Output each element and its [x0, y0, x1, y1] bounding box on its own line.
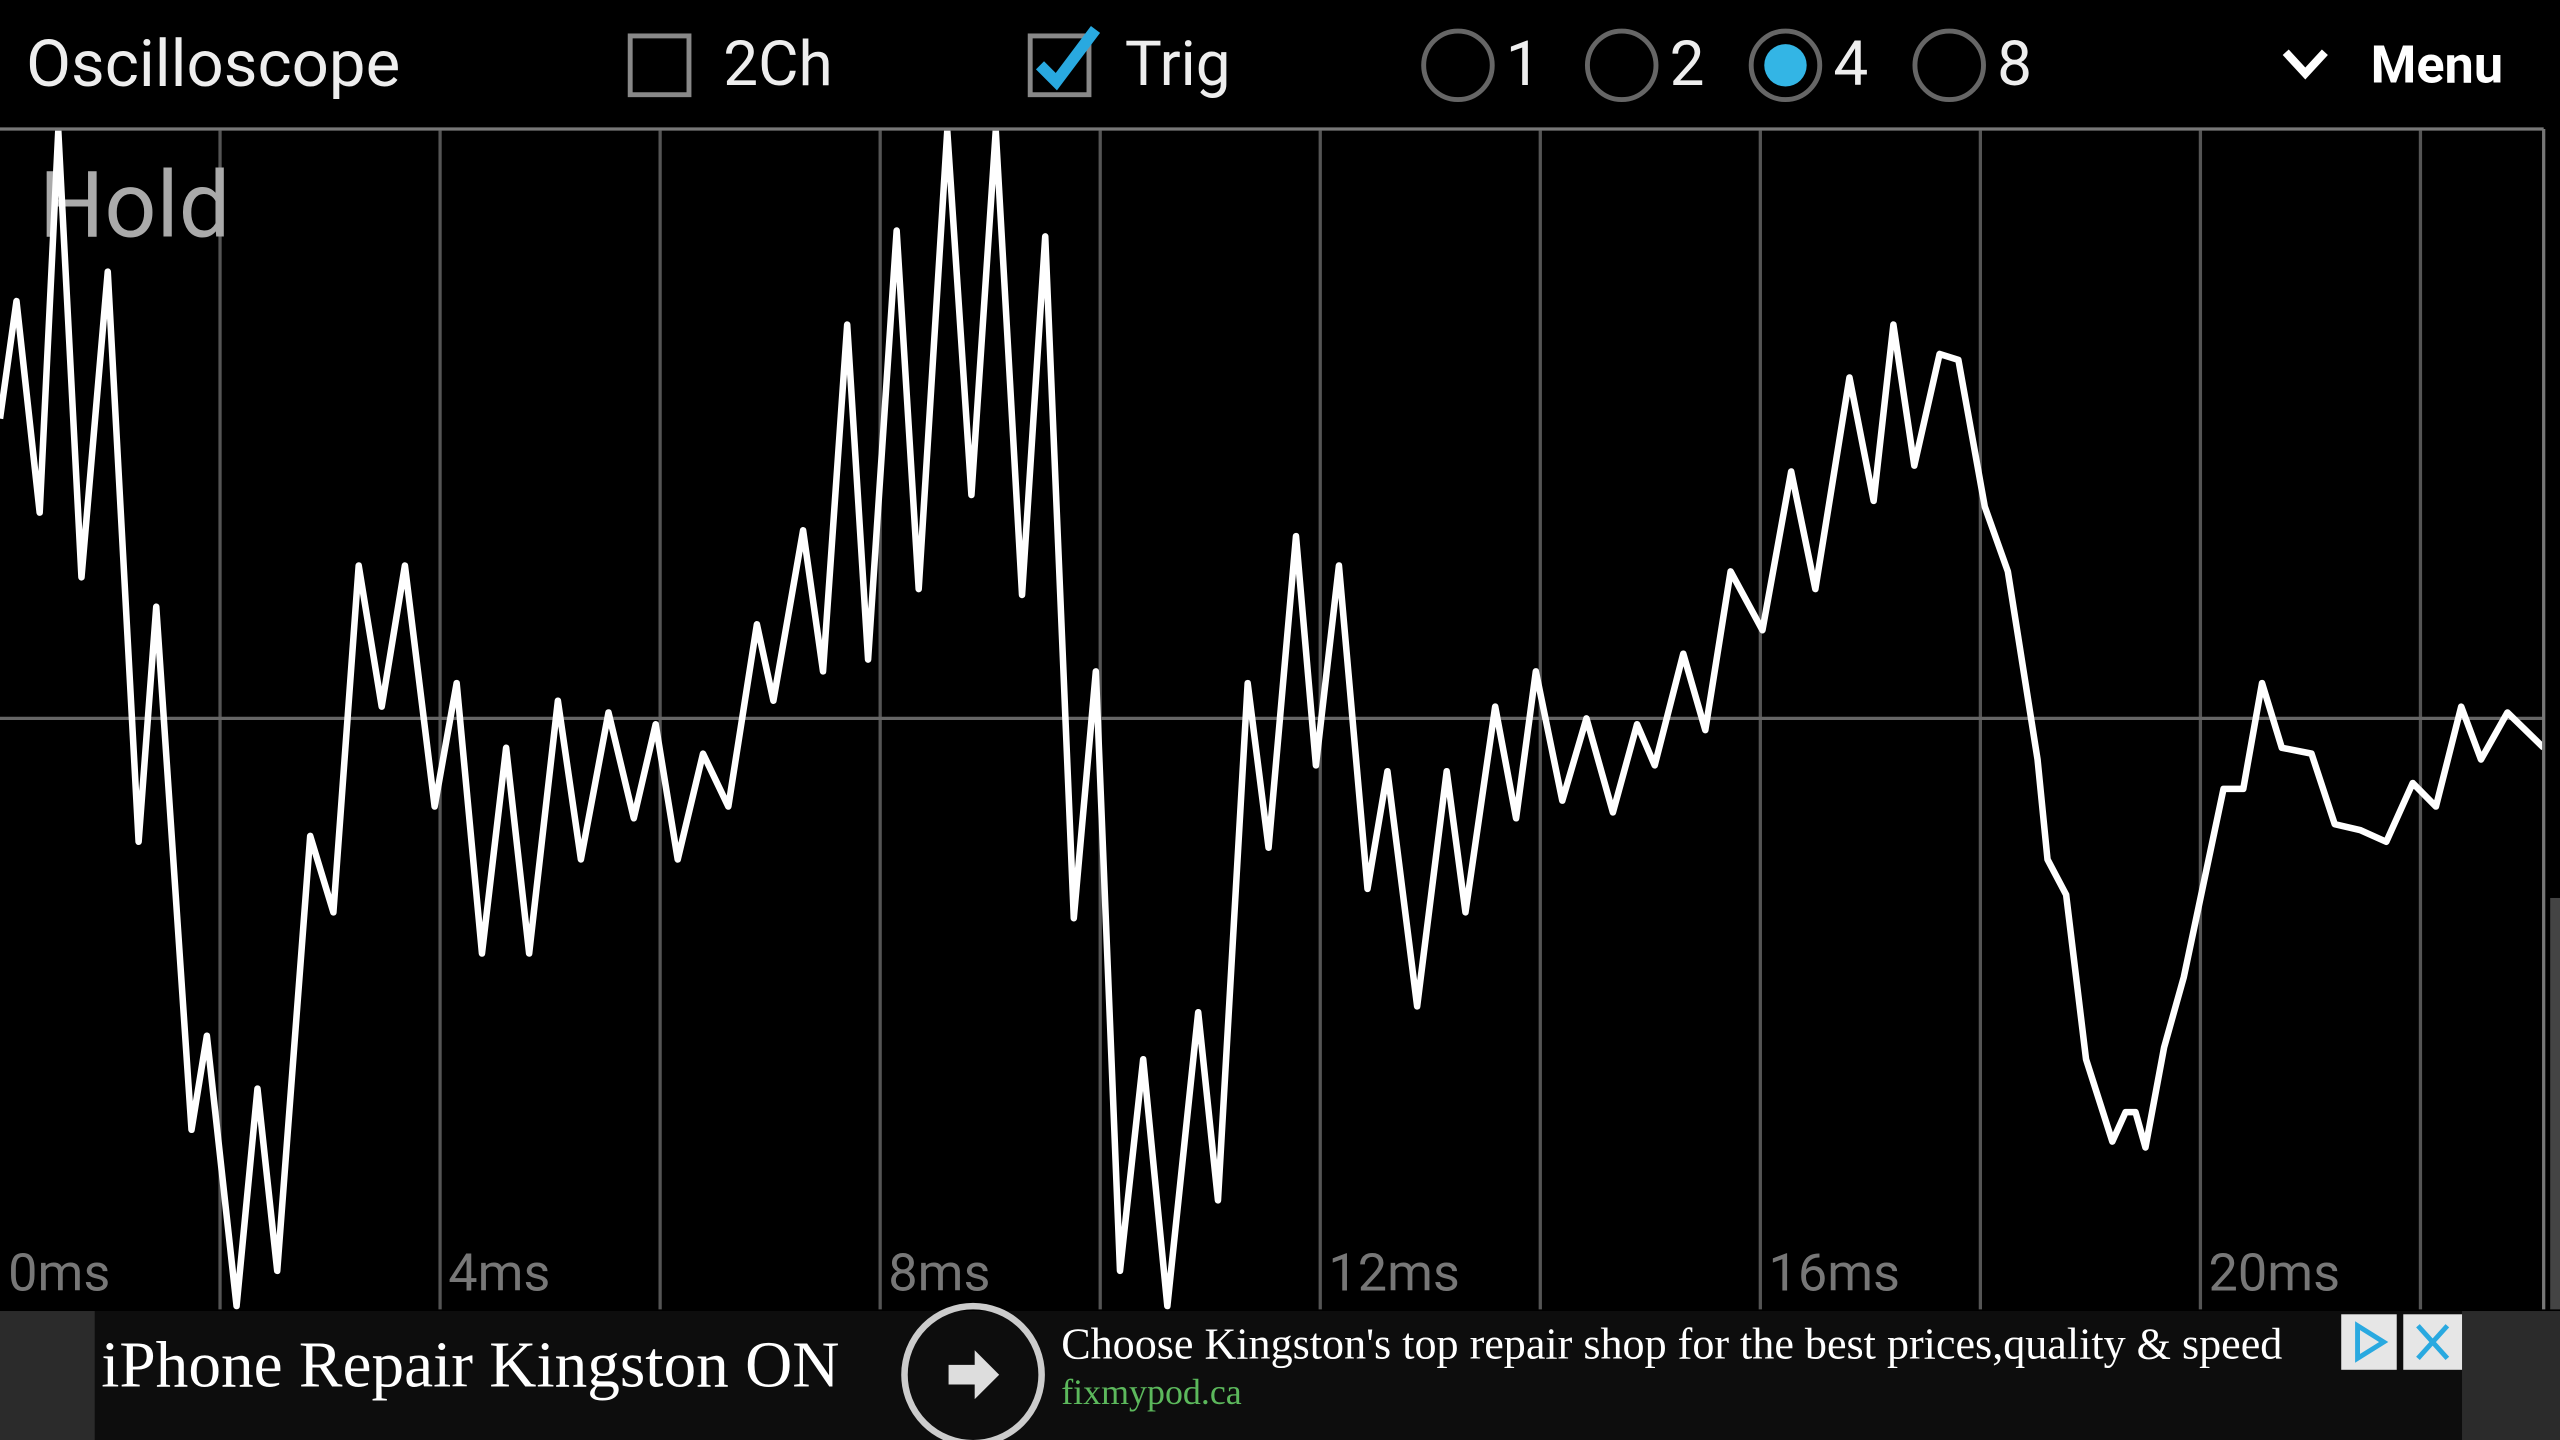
x-tick-label: 20ms [2209, 1243, 2340, 1304]
radio-dot[interactable] [1764, 44, 1807, 87]
checkbox-label[interactable]: Trig [1125, 28, 1231, 101]
radio-label[interactable]: 1 [1506, 28, 1541, 101]
scale-radio[interactable]: 4 [1748, 28, 1868, 103]
radio-label[interactable]: 4 [1833, 28, 1868, 101]
ad-banner[interactable]: iPhone Repair Kingston ON Choose Kingsto… [94, 1302, 2463, 1440]
scrollbar [2550, 897, 2560, 1310]
adchoices-glyph[interactable] [2355, 1321, 2389, 1363]
checkbox[interactable] [627, 33, 692, 98]
radio-circle[interactable] [1748, 28, 1823, 103]
app-title: Oscilloscope [26, 25, 400, 102]
trigger-toggle[interactable]: Trig [1027, 28, 1231, 101]
ad-box[interactable] [94, 1311, 2463, 1440]
checkbox-label[interactable]: 2Ch [723, 28, 832, 101]
ad-headline[interactable]: iPhone Repair Kingston ON [101, 1329, 839, 1401]
ad-arrow-button[interactable] [901, 1302, 1045, 1440]
hold-label: Hold [39, 152, 230, 259]
chevron-icon[interactable] [2282, 49, 2328, 80]
menu-label[interactable]: Menu [2371, 34, 2503, 95]
waveform [0, 130, 2544, 1310]
scale-radio[interactable]: 1 [1421, 28, 1541, 103]
menu-button[interactable]: Menu [2282, 34, 2503, 95]
radio-circle[interactable] [1584, 28, 1659, 103]
x-tick-label: 0ms [8, 1243, 110, 1304]
scale-radio[interactable]: 8 [1912, 28, 2032, 103]
checkbox[interactable] [1027, 33, 1092, 98]
trace-layer [0, 130, 2544, 1310]
radio-circle[interactable] [1912, 28, 1986, 103]
radio-label[interactable]: 8 [1997, 28, 2032, 101]
x-tick-label: 12ms [1328, 1243, 1459, 1304]
radio-label[interactable]: 2 [1670, 28, 1705, 101]
scale-radio-group: 1 2 4 8 [1421, 28, 2032, 103]
ad-url[interactable]: fixmypod.ca [1061, 1372, 1242, 1412]
arrow-icon[interactable] [948, 1350, 1000, 1400]
grid: 0ms 4ms 8ms 12ms 16ms 20ms [0, 130, 2544, 1310]
radio-circle[interactable] [1421, 28, 1495, 103]
ad-body[interactable]: Choose Kingston's top repair shop for th… [1061, 1320, 2282, 1369]
close-glyph[interactable] [2416, 1324, 2450, 1361]
checkmark[interactable] [1035, 25, 1101, 91]
scale-radio[interactable]: 2 [1584, 28, 1705, 103]
x-tick-label: 8ms [888, 1243, 990, 1304]
x-tick-label: 4ms [448, 1243, 550, 1304]
x-tick-label: 16ms [1768, 1243, 1899, 1304]
adchoices-icon[interactable] [2341, 1314, 2397, 1370]
channel-toggle[interactable]: 2Ch [627, 28, 833, 101]
